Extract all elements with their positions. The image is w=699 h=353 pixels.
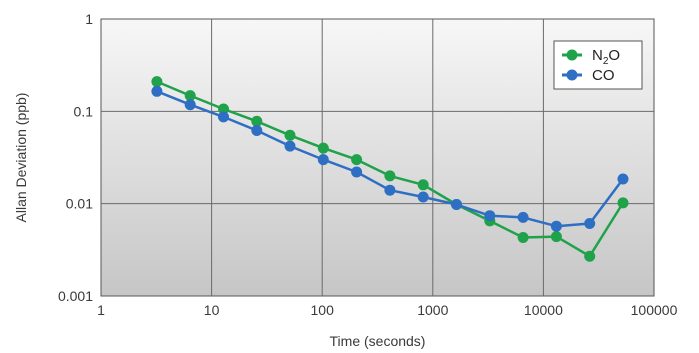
data-point-n2o [218,103,229,115]
tick-labels: 1 10 100 1000 10000 100000 0.001 0.01 0.1 1 [58,11,678,318]
y-tick-label: 0.1 [74,103,94,119]
legend-swatch-marker-n2o [566,49,578,61]
y-tick-label: 1 [85,11,93,27]
data-point-co [617,173,629,185]
data-point-co [384,184,396,196]
data-point-n2o [550,231,562,243]
data-point-n2o [517,232,529,243]
data-point-n2o [417,179,429,191]
data-point-co [184,99,196,111]
data-point-n2o [151,76,163,88]
data-point-co [251,125,263,136]
legend-label-n2o-subscript: 2 [603,56,609,67]
x-tick-label: 10 [204,302,220,318]
data-point-n2o [184,90,196,102]
x-tick-label: 10000 [524,302,563,318]
data-point-co [151,85,163,97]
data-point-n2o [284,129,296,141]
data-point-co [517,211,529,223]
legend: N2O CO [553,40,643,90]
y-axis-title: Allan Deviation (ppb) [13,93,29,223]
x-tick-label: 100 [311,302,335,318]
legend-label-co: CO [592,67,615,84]
x-tick-label: 100000 [631,302,678,318]
data-point-co [351,166,363,178]
data-point-co [284,140,296,152]
data-point-n2o [384,170,396,182]
x-axis-title: Time (seconds) [330,333,426,349]
data-point-co [417,191,429,203]
data-point-co [451,199,462,210]
y-tick-label: 0.001 [58,288,93,304]
data-point-n2o [351,154,363,166]
x-tick-label: 1000 [417,302,448,318]
legend-label-n2o-tail: O [608,47,620,64]
grid-lines [101,19,654,296]
legend-label-n2o-base: N [592,47,603,64]
series-group [151,76,629,262]
data-point-co [584,218,596,229]
data-point-n2o [317,142,329,154]
data-point-co [218,111,229,123]
data-point-n2o [251,115,263,127]
data-point-co [550,220,562,232]
data-point-co [484,210,496,222]
data-point-n2o [617,197,629,209]
y-tick-label: 0.01 [66,196,93,212]
legend-label-n2o: N2O [592,47,620,67]
legend-swatch-marker-co [566,69,578,81]
legend-box [553,40,643,90]
data-point-co [317,154,329,166]
x-tick-label: 1 [97,302,105,318]
data-point-n2o [584,250,596,262]
